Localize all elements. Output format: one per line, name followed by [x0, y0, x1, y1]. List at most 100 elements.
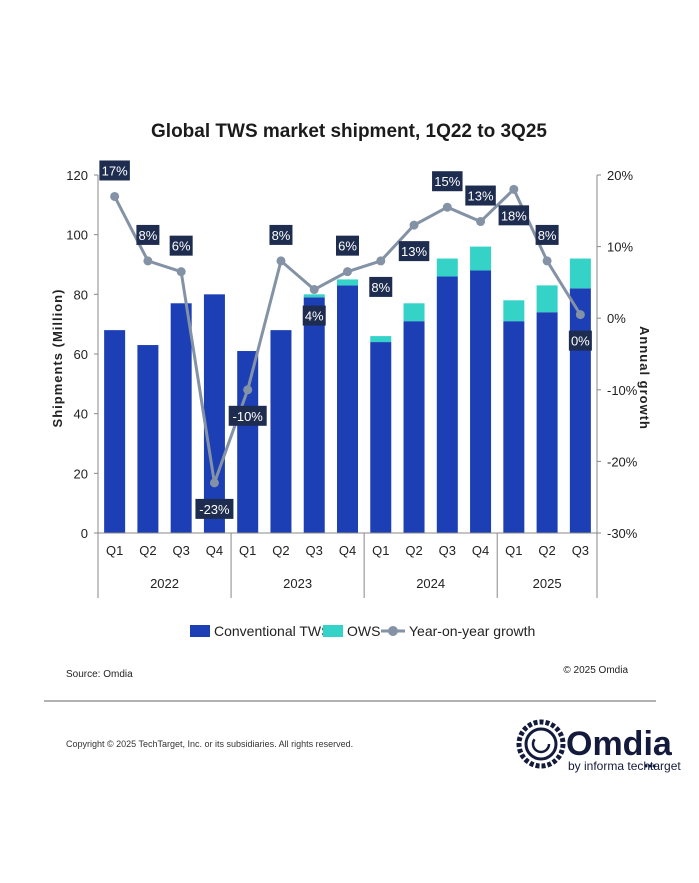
- omdia-logo: Omdia by informa techtarget: [516, 719, 681, 773]
- x-tick-label: Q1: [106, 543, 123, 558]
- growth-line: [110, 184, 585, 488]
- bar-conventional-tws: [203, 294, 225, 533]
- growth-point: [442, 202, 452, 212]
- bar-conventional-tws: [569, 288, 591, 533]
- y2-tick-label: 20%: [607, 168, 633, 183]
- bar-ows: [569, 258, 591, 289]
- growth-label-text: 13%: [468, 189, 494, 204]
- x-tick-label: Q2: [272, 543, 289, 558]
- growth-label: 8%: [269, 224, 293, 245]
- x-tick-label: Q2: [139, 543, 156, 558]
- legend-label-ows: OWS: [347, 623, 380, 639]
- x-tick-label: Q1: [239, 543, 256, 558]
- bar-conventional-tws: [104, 330, 126, 533]
- x-tick-label: Q3: [306, 543, 323, 558]
- bar-ows: [536, 285, 558, 313]
- growth-point: [309, 285, 319, 295]
- year-label: 2022: [150, 576, 179, 591]
- growth-point: [376, 256, 386, 266]
- growth-label-box: [568, 330, 592, 351]
- growth-label: 6%: [336, 235, 359, 256]
- growth-label-text: 6%: [338, 239, 357, 254]
- bar-conventional-tws: [503, 321, 525, 533]
- bar-conventional-tws: [536, 312, 558, 533]
- x-tick-label: Q4: [472, 543, 489, 558]
- growth-label-text: 8%: [371, 280, 390, 295]
- growth-label-text: 8%: [139, 228, 158, 243]
- growth-label: 4%: [302, 305, 326, 326]
- growth-point: [509, 184, 519, 194]
- growth-label: -23%: [195, 498, 234, 519]
- logo-ring-outer: [516, 719, 566, 769]
- growth-label: 15%: [432, 171, 463, 192]
- x-tick-label: Q4: [206, 543, 223, 558]
- x-axis: Q1 Q2 Q3 Q4 Q1 Q2 Q3 Q4 Q1 Q2 Q3 Q4 Q1 Q2 Q3 2022 2023 20…: [97, 532, 598, 598]
- bar-conventional-tws: [170, 303, 192, 533]
- bar-ows: [403, 303, 425, 322]
- growth-label: 17%: [99, 160, 130, 181]
- x-tick-label: Q1: [372, 543, 389, 558]
- logo-ring-middle: [524, 727, 558, 761]
- copyright-left: Copyright © 2025 TechTarget, Inc. or its…: [66, 739, 353, 749]
- growth-label-box: [228, 405, 267, 426]
- growth-point: [209, 478, 219, 488]
- growth-label-text: 18%: [501, 208, 527, 223]
- axes: 0 20 40 60 80 100 120 -30% -20% -10% 0% 10% 20%: [66, 168, 637, 541]
- growth-label: 6%: [169, 235, 193, 256]
- growth-point: [409, 220, 419, 230]
- y2-tick-label: -10%: [607, 383, 638, 398]
- growth-label-box: [336, 235, 359, 256]
- y-axis-title: Shipments (Million): [50, 289, 65, 428]
- y-tick-label: 100: [66, 228, 88, 243]
- growth-label: 18%: [498, 205, 530, 226]
- y-tick-label: 120: [66, 168, 88, 183]
- x-tick-label: Q1: [505, 543, 522, 558]
- growth-labels: 17% 8% 6% -23% -10% 8% 4% 6% 8% 13% 15% 13% 18% 8% 0%: [99, 160, 592, 519]
- bar-ows: [436, 258, 458, 277]
- year-label: 2024: [416, 576, 445, 591]
- growth-point: [575, 310, 585, 320]
- growth-label-text: -23%: [199, 502, 230, 517]
- bar-conventional-tws: [370, 342, 392, 533]
- growth-label-box: [169, 235, 193, 256]
- growth-label-box: [195, 498, 234, 519]
- growth-label-box: [302, 305, 326, 326]
- bar-conventional-tws: [270, 330, 292, 533]
- growth-label-text: 15%: [434, 174, 460, 189]
- growth-label-text: 0%: [571, 334, 590, 349]
- legend-label-growth: Year-on-year growth: [409, 623, 535, 639]
- bar-conventional-tws: [403, 321, 425, 533]
- bars: [104, 246, 591, 533]
- year-label: 2025: [533, 576, 562, 591]
- y2-tick-label: 10%: [607, 240, 633, 255]
- logo-tagline: by informa techtarget: [568, 759, 681, 773]
- growth-label-text: 8%: [538, 228, 557, 243]
- growth-label-box: [136, 224, 160, 245]
- bar-conventional-tws: [303, 297, 325, 533]
- legend-swatch-conventional: [190, 625, 210, 637]
- bar-ows: [303, 294, 325, 298]
- legend-label-conventional: Conventional TWS: [214, 623, 330, 639]
- growth-label: 0%: [568, 330, 592, 351]
- bar-ows: [337, 279, 358, 286]
- bar-conventional-tws: [237, 351, 259, 533]
- logo-dot-3: [652, 764, 656, 768]
- growth-point: [243, 385, 253, 395]
- growth-label-text: 8%: [272, 228, 291, 243]
- growth-label-box: [465, 185, 496, 206]
- bar-conventional-tws: [470, 270, 492, 533]
- growth-label: 13%: [465, 185, 496, 206]
- bar-conventional-tws: [436, 276, 458, 533]
- x-tick-label: Q3: [572, 543, 589, 558]
- y-tick-label: 0: [81, 526, 88, 541]
- growth-label-text: 6%: [172, 239, 191, 254]
- logo-wordmark: Omdia: [566, 725, 673, 763]
- growth-point: [176, 267, 186, 277]
- x-tick-label: Q3: [439, 543, 456, 558]
- growth-point: [476, 217, 486, 227]
- growth-point: [343, 267, 352, 277]
- y2-tick-label: -20%: [607, 454, 638, 469]
- growth-label-text: 4%: [305, 309, 324, 324]
- growth-label-box: [99, 160, 130, 181]
